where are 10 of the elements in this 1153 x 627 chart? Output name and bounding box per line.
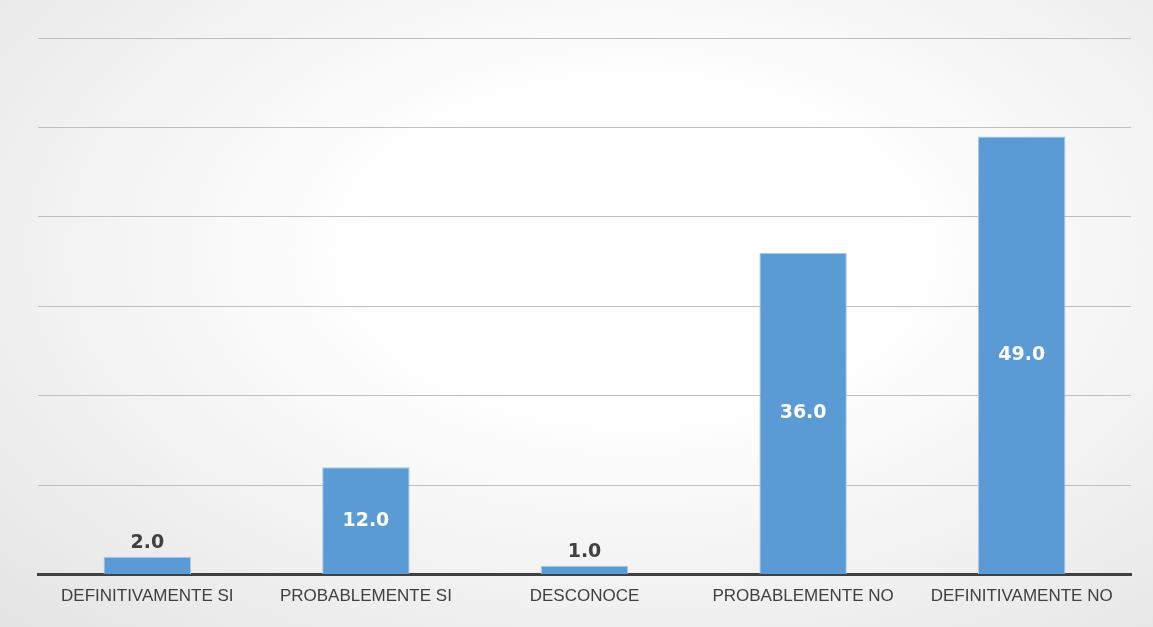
data-label: 49.0 [998,342,1046,365]
x-tick-label: PROBABLEMENTE NO [712,586,894,606]
x-tick-label: DESCONOCE [529,586,640,606]
x-tick-label: DEFINITIVAMENTE NO [930,586,1113,606]
x-tick-label: DEFINITIVAMENTE SI [61,586,234,606]
data-label: 36.0 [779,400,827,423]
data-label: 12.0 [342,507,390,530]
x-tick-label: PROBABLEMENTE SI [279,586,452,606]
data-label: 1.0 [567,538,602,561]
data-label: 2.0 [130,529,165,552]
